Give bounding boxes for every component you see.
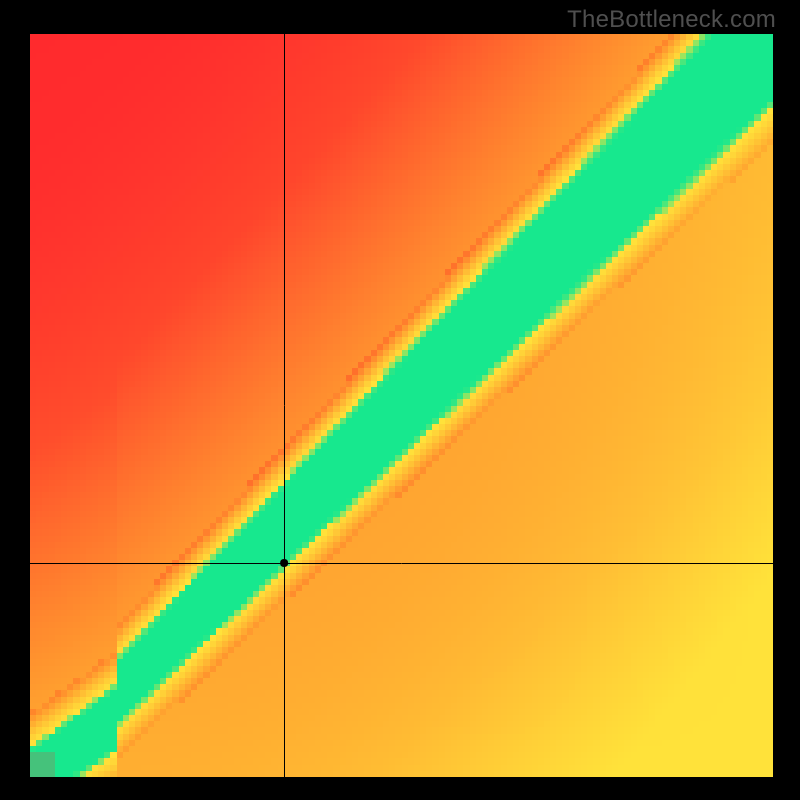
crosshair-overlay: [30, 34, 773, 777]
watermark-label: TheBottleneck.com: [567, 6, 776, 34]
stage: TheBottleneck.com: [0, 0, 800, 800]
